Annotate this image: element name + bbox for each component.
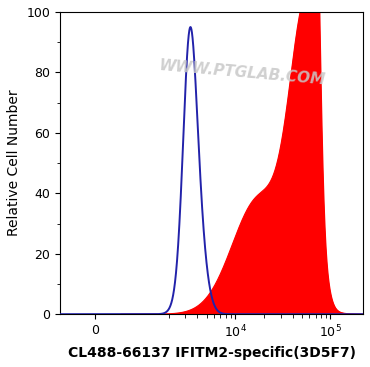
Text: WWW.PTGLAB.COM: WWW.PTGLAB.COM — [158, 58, 326, 87]
Y-axis label: Relative Cell Number: Relative Cell Number — [7, 90, 21, 236]
X-axis label: CL488-66137 IFITM2-specific(3D5F7): CL488-66137 IFITM2-specific(3D5F7) — [68, 346, 356, 360]
